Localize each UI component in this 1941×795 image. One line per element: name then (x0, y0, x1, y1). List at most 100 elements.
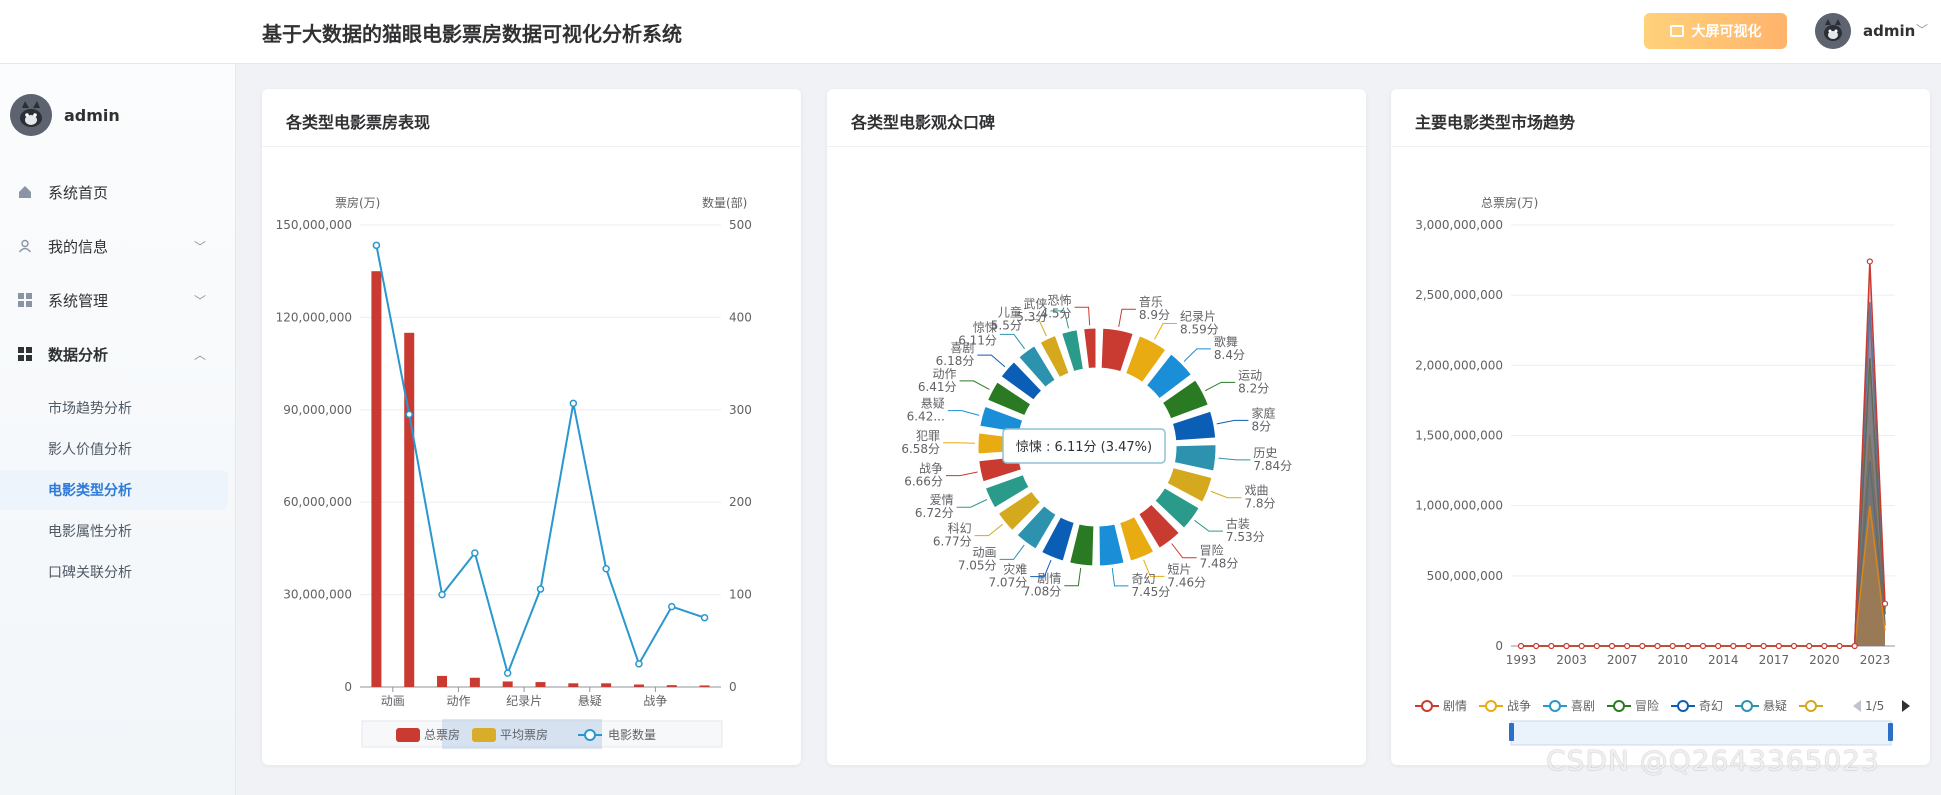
y-tick-label: 1,000,000,000 (1415, 499, 1503, 513)
label-leader (1030, 559, 1052, 578)
slice-name-label: 古装 (1226, 516, 1250, 531)
donut-slice (1098, 325, 1136, 375)
slice-value-label: 6.11分 (958, 333, 997, 347)
slice-value-label: 8.2分 (1238, 381, 1269, 395)
label-leader (1204, 381, 1236, 392)
avatar-cat-icon (1815, 13, 1851, 49)
sidebar-item-profile[interactable]: 我的信息 ﹀ (0, 224, 236, 268)
label-leader (947, 410, 980, 416)
label-leader (999, 333, 1026, 350)
x-tick-label: 2014 (1708, 653, 1739, 667)
header-avatar[interactable] (1815, 13, 1851, 49)
line-point (602, 564, 610, 573)
donut-slice (1152, 484, 1203, 532)
x-tick-label: 2023 (1860, 653, 1891, 667)
line-point (503, 669, 512, 677)
label-leader (1154, 323, 1178, 340)
label-leader (977, 354, 1006, 368)
y-tick-label: 3,000,000,000 (1415, 218, 1503, 232)
label-leader (1074, 306, 1091, 326)
data-zoom-track (1510, 720, 1892, 746)
slice-value-label: 8分 (1251, 419, 1271, 433)
x-tick-label: 2003 (1556, 653, 1587, 667)
sidebar-item-system[interactable]: 系统管理 ﹀ (0, 278, 236, 322)
label-leader (974, 523, 1003, 537)
legend-label: 平均票房 (500, 727, 548, 742)
reputation-donut-chart: 音乐8.9分 纪录片8.59分歌舞8.4分运动8.2分家庭8分历史7.84分戏曲7… (901, 292, 1292, 599)
label-leader (1050, 310, 1070, 329)
donut-slice (984, 379, 1034, 419)
legend-swatch (1613, 700, 1625, 712)
series-point (1533, 642, 1540, 650)
y-right-tick-label: 400 (729, 310, 752, 324)
divider (1391, 146, 1930, 147)
x-tick-label: 动作 (446, 694, 470, 708)
series-point (1608, 642, 1616, 650)
watermark-text: CSDN @Q2643365023 (1546, 744, 1880, 777)
slice-name-label: 犯罪 (916, 429, 940, 443)
avatar-cat-icon (10, 94, 52, 136)
bigscreen-button[interactable]: 大屏可视化 (1644, 13, 1787, 49)
label-leader (945, 471, 978, 477)
series-point (1730, 642, 1737, 650)
slice-value-label: 7.08分 (1023, 585, 1062, 599)
y-right-tick-label: 0 (729, 680, 737, 694)
slice-name-label: 悬疑 (921, 396, 945, 411)
slice-value-label: 4.5分 (1040, 306, 1071, 320)
bar (437, 675, 448, 687)
sidebar-subitem-reputation[interactable]: 口碑关联分析 (48, 565, 132, 581)
slice-value-label: 6.18分 (936, 354, 975, 368)
donut-slice (1164, 464, 1215, 505)
series-point (1699, 642, 1707, 650)
slice-value-label: 5.5分 (991, 319, 1022, 333)
label-leader (1194, 519, 1223, 532)
sidebar-subitem-attribute[interactable]: 电影属性分析 (48, 524, 132, 540)
sidebar-subitem-genre-analysis[interactable]: 电影类型分析 (0, 470, 228, 510)
data-zoom-track (361, 720, 723, 748)
data-zoom-window (442, 719, 602, 749)
series-point (1593, 642, 1600, 650)
sidebar-item-analysis[interactable]: 数据分析 ︿ (0, 332, 236, 376)
x-tick-label: 动画 (381, 694, 405, 708)
card-reputation: 各类型电影观众口碑 音乐 8.9分 纪录片 8.59分 歌舞 8.4分 运动 8.2分 家庭 8分… (827, 89, 1366, 765)
legend-swatch (396, 728, 420, 742)
donut-slice (1015, 342, 1058, 391)
slice-name-label: 动画 (973, 545, 997, 559)
top-header: 基于大数据的猫眼电影票房数据可视化分析系统 大屏可视化 admin ﹀ (0, 0, 1941, 64)
y-right-tick-label: 100 (729, 588, 752, 602)
sidebar-item-home[interactable]: 系统首页 (0, 170, 236, 214)
slice-name-label: 爱情 (930, 493, 954, 507)
label-leader (999, 544, 1025, 560)
donut-slice (995, 488, 1044, 534)
series-point (1715, 642, 1722, 650)
card-title: 各类型电影观众口碑 (851, 113, 996, 132)
series-point (1821, 642, 1828, 650)
sidebar-subitem-talent-value[interactable]: 影人价值分析 (48, 442, 132, 458)
slice-name-label: 灾难 (1003, 562, 1027, 577)
line-point (405, 410, 413, 419)
x-tick-label: 1993 (1506, 653, 1537, 667)
slice-name-label: 戏曲 (1244, 484, 1268, 498)
sidebar-subitem-market-trend[interactable]: 市场趋势分析 (48, 401, 132, 417)
slice-value-label: 7.45分 (1132, 585, 1171, 599)
series-point (1548, 642, 1555, 650)
donut-slice (1143, 351, 1195, 402)
divider (262, 146, 801, 147)
slice-name-label: 音乐 (1139, 294, 1163, 309)
header-username[interactable]: admin (1863, 22, 1916, 40)
bar (404, 332, 415, 687)
bar (535, 682, 546, 687)
chart-tooltip: 惊悚 : 6.11分 (3.47%) (1002, 428, 1166, 464)
bar (568, 683, 579, 687)
slice-name-label: 武侠 (1023, 297, 1047, 311)
slice-value-label: 5.3分 (1016, 310, 1047, 324)
slice-name-label: 恐怖 (1048, 292, 1072, 307)
slice-value-label: 8.59分 (1180, 323, 1219, 337)
series-area (1521, 302, 1885, 646)
chevron-down-icon[interactable]: ﹀ (1916, 23, 1929, 37)
series-point (1866, 258, 1873, 265)
series-line (1521, 261, 1886, 647)
legend-swatch (1421, 700, 1433, 712)
chevron-down-icon: ﹀ (194, 239, 207, 254)
series-point (1775, 642, 1782, 650)
